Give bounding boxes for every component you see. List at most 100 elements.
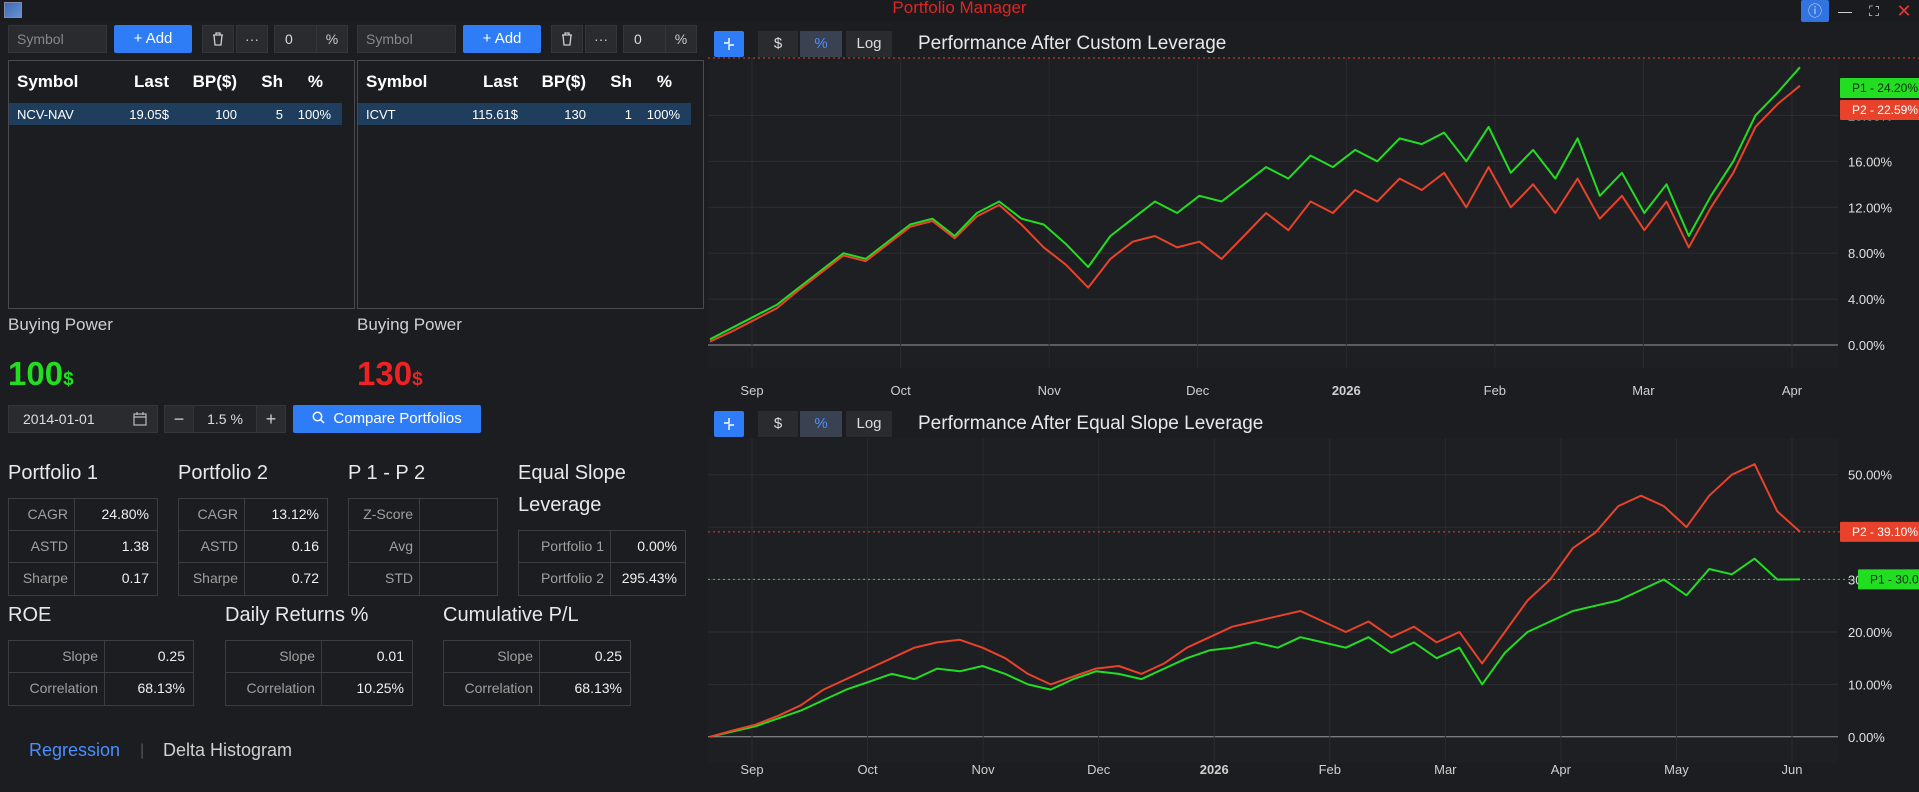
col-pct[interactable]: % — [307, 72, 323, 91]
dollar-toggle[interactable]: $ — [758, 31, 798, 57]
stat-key: Slope — [444, 641, 540, 672]
x-tick-label: Apr — [1782, 383, 1803, 398]
x-tick-label: Nov — [972, 762, 996, 777]
x-tick-label: Feb — [1319, 762, 1341, 777]
compare-label: Compare Portfolios — [333, 410, 462, 427]
stat-value — [420, 531, 497, 562]
trash-icon[interactable] — [551, 25, 583, 53]
percent-unit: % — [316, 25, 348, 53]
col-bp[interactable]: BP($) — [541, 72, 586, 91]
custom-leverage-chart-panel: $ % Log Performance After Custom Leverag… — [708, 28, 1919, 404]
stat-row: ASTD 1.38 — [9, 531, 157, 563]
leverage-minus-button[interactable]: − — [164, 405, 194, 433]
close-button[interactable]: ✕ — [1896, 1, 1912, 21]
maximize-button[interactable]: ⛶ — [1869, 3, 1879, 19]
table-row[interactable]: NCV-NAV 19.05$ 100 5 100% — [9, 103, 342, 125]
equal-slope-title-2: Leverage — [518, 494, 602, 516]
minimize-button[interactable]: — — [1838, 3, 1852, 19]
col-pct[interactable]: % — [656, 72, 672, 91]
series-line-p2 — [709, 84, 1801, 343]
y-tick-label: 20.00% — [1848, 625, 1893, 640]
x-tick-label: May — [1664, 762, 1689, 777]
cell-last: 19.05$ — [129, 106, 169, 122]
col-sh[interactable]: Sh — [261, 72, 283, 91]
col-sh[interactable]: Sh — [610, 72, 632, 91]
stat-row: Slope 0.25 — [444, 641, 630, 673]
add-button[interactable]: + Add — [114, 25, 192, 53]
percent-toggle[interactable]: % — [800, 31, 842, 57]
badge-p1 — [1840, 78, 1919, 98]
info-icon[interactable]: ⓘ — [1801, 0, 1829, 22]
holdings-table-2: Symbol Last BP($) Sh % ICVT 115.61$ 130 … — [357, 60, 704, 309]
badge-label-p1: P1 - 30.03% — [1870, 572, 1919, 586]
stat-value: 295.43% — [621, 570, 677, 586]
y-tick-label: 8.00% — [1848, 246, 1885, 261]
chart-title: Performance After Equal Slope Leverage — [918, 413, 1264, 434]
stat-key: ASTD — [179, 531, 245, 562]
series-line-p2 — [709, 463, 1801, 738]
x-tick-label: Nov — [1038, 383, 1062, 398]
leverage-plus-button[interactable]: + — [256, 405, 286, 433]
log-toggle[interactable]: Log — [846, 31, 892, 57]
col-last[interactable]: Last — [134, 72, 169, 91]
col-symbol[interactable]: Symbol — [366, 72, 428, 91]
stat-value — [420, 563, 497, 595]
stat-row: Z-Score — [349, 499, 497, 531]
badge-label-p2: P2 - 22.59% — [1852, 103, 1918, 117]
trash-icon[interactable] — [202, 25, 234, 53]
equal-slope-chart-panel: $ % Log Performance After Equal Slope Le… — [708, 408, 1919, 792]
badge-p2 — [1840, 100, 1919, 120]
stat-row: Correlation 68.13% — [9, 673, 193, 705]
symbol-input[interactable]: Symbol — [8, 25, 107, 53]
col-symbol[interactable]: Symbol — [17, 72, 79, 91]
stat-row: Portfolio 2 295.43% — [519, 563, 685, 595]
collapse-icon[interactable] — [714, 411, 744, 437]
stat-row: Sharpe 0.17 — [9, 563, 157, 595]
y-tick-label: 0.00% — [1848, 730, 1885, 745]
symbol-input[interactable]: Symbol — [357, 25, 456, 53]
stat-value: 0.00% — [637, 538, 677, 554]
percent-toggle[interactable]: % — [800, 411, 842, 437]
daily-returns-title: Daily Returns % — [225, 604, 369, 626]
percent-unit: % — [665, 25, 697, 53]
cell-symbol: NCV-NAV — [17, 106, 74, 122]
holdings-table-1: Symbol Last BP($) Sh % NCV-NAV 19.05$ 10… — [8, 60, 355, 309]
tab-regression[interactable]: Regression — [29, 740, 121, 760]
chart-svg[interactable]: 0.00%4.00%8.00%12.00%16.00%20.00%SepOctN… — [708, 28, 1919, 404]
cumulative-pl-stats: Slope 0.25 Correlation 68.13% — [443, 640, 631, 706]
roe-title: ROE — [8, 604, 52, 626]
x-tick-label: 2026 — [1332, 383, 1361, 398]
table-row[interactable]: ICVT 115.61$ 130 1 100% — [358, 103, 691, 125]
more-button[interactable]: ··· — [236, 25, 268, 53]
stat-value: 0.25 — [594, 648, 622, 664]
p1-minus-p2-stats: Z-Score Avg STD — [348, 498, 498, 596]
x-tick-label: Jun — [1782, 762, 1803, 777]
more-button[interactable]: ··· — [585, 25, 617, 53]
stat-key: Portfolio 1 — [519, 531, 611, 562]
portfolio1-title: Portfolio 1 — [8, 462, 99, 484]
calendar-icon[interactable] — [133, 406, 147, 434]
series-line-p1 — [709, 557, 1801, 738]
buying-power-value-2: 130$ — [357, 355, 423, 393]
col-last[interactable]: Last — [483, 72, 518, 91]
collapse-icon[interactable] — [714, 31, 744, 57]
stat-row: Sharpe 0.72 — [179, 563, 327, 595]
p1-minus-p2-title: P 1 - P 2 — [348, 462, 426, 484]
dollar-toggle[interactable]: $ — [758, 411, 798, 437]
stat-key: Correlation — [226, 673, 322, 705]
log-toggle[interactable]: Log — [846, 411, 892, 437]
bp-amount: 100 — [8, 355, 64, 392]
cumulative-pl-title: Cumulative P/L — [443, 604, 579, 626]
plot-area — [708, 58, 1838, 368]
leverage-input[interactable]: 1.5 % — [194, 405, 256, 433]
x-tick-label: Dec — [1087, 762, 1111, 777]
start-date-input[interactable]: 2014-01-01 — [8, 405, 158, 433]
tab-delta-histogram[interactable]: Delta Histogram — [163, 740, 293, 760]
buying-power-label-1: Buying Power — [8, 315, 113, 334]
col-bp[interactable]: BP($) — [192, 72, 237, 91]
compare-portfolios-button[interactable]: Compare Portfolios — [293, 405, 481, 433]
chart-svg[interactable]: 0.00%10.00%20.00%30.00%40.00%50.00%SepOc… — [708, 408, 1919, 792]
portfolio1-stats: CAGR 24.80% ASTD 1.38 Sharpe 0.17 — [8, 498, 158, 596]
add-button[interactable]: + Add — [463, 25, 541, 53]
stat-row: Portfolio 1 0.00% — [519, 531, 685, 563]
